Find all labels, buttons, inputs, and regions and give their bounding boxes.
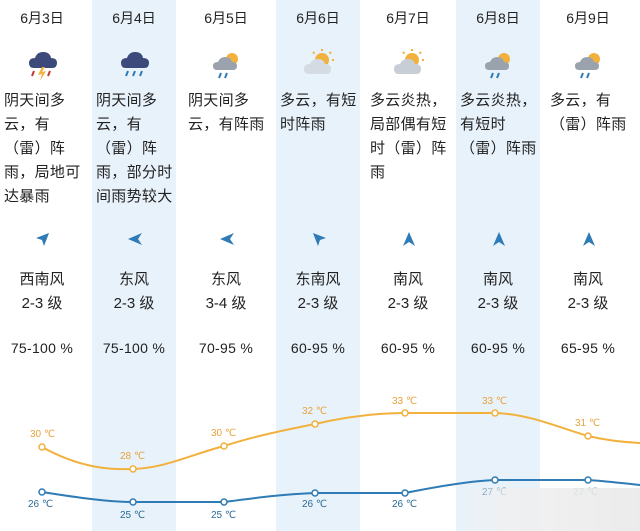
- wind-direction-icon: [313, 233, 326, 246]
- wind-level: 2-3 级: [21, 295, 63, 312]
- rain-cloud-icon: [121, 52, 149, 77]
- wind-level: 2-3 级: [113, 295, 155, 312]
- day-column: 6月8日 多云炎热， 有短时 （雷）阵雨 南风 2-3 级 60-95 %: [456, 0, 540, 531]
- thunderstorm-icon: [29, 52, 57, 81]
- wind-direction-icon: [128, 233, 142, 245]
- wind-direction: 南风: [392, 271, 423, 288]
- wind-direction-icon: [220, 233, 234, 245]
- sun-cloud-rain-icon: [485, 53, 510, 79]
- humidity: 60-95 %: [380, 340, 436, 356]
- wind-info: 东南风 2-3 级: [276, 268, 360, 316]
- day-date: 6月6日: [296, 10, 340, 26]
- wind-info: 南风 2-3 级: [366, 268, 450, 316]
- wind-level: 2-3 级: [387, 295, 429, 312]
- sun-cloud-icon: [304, 49, 334, 74]
- sun-cloud-icon: [394, 49, 424, 74]
- day-date: 6月4日: [112, 10, 156, 26]
- wind-direction: 东风: [210, 271, 241, 288]
- sun-cloud-rain-icon: [213, 53, 238, 79]
- day-column: 6月7日 多云炎热， 局部偶有短 时（雷）阵 雨 南风 2-3 级 60-95 …: [366, 0, 450, 531]
- wind-direction-icon: [403, 232, 415, 246]
- day-column: 6月6日 多云，有短 时阵雨 东南风 2-3 级 60-95 %: [276, 0, 360, 531]
- wind-direction: 东南风: [295, 271, 341, 288]
- wind-level: 3-4 级: [205, 295, 247, 312]
- weather-description: 阴天间多 云，有 （雷）阵 雨，部分时 间雨势较大: [96, 92, 173, 205]
- wind-info: 南风 2-3 级: [456, 268, 540, 316]
- humidity: 65-95 %: [560, 340, 616, 356]
- humidity: 75-100 %: [10, 340, 74, 356]
- humidity: 60-95 %: [290, 340, 346, 356]
- wind-info: 西南风 2-3 级: [0, 268, 84, 316]
- wind-direction: 南风: [482, 271, 513, 288]
- wind-direction-icon: [493, 232, 505, 246]
- weather-description: 多云，有短 时阵雨: [280, 92, 357, 133]
- weather-description: 多云，有 （雷）阵雨: [550, 92, 627, 133]
- watermark-blur: [455, 488, 640, 531]
- day-date: 6月8日: [476, 10, 520, 26]
- day-date: 6月3日: [20, 10, 64, 26]
- wind-info: 东风 2-3 级: [92, 268, 176, 316]
- day-column: 6月5日 阴天间多 云，有阵雨 东风 3-4 级 70-95 %: [184, 0, 268, 531]
- wind-direction: 南风: [572, 271, 603, 288]
- day-date: 6月5日: [204, 10, 248, 26]
- wind-info: 南风 2-3 级: [546, 268, 630, 316]
- day-column: 6月3日 阴天间多 云，有 （雷）阵 雨，局地可 达暴雨 西南风 2-3 级 7…: [0, 0, 84, 531]
- weather-description: 阴天间多 云，有 （雷）阵 雨，局地可 达暴雨: [4, 92, 81, 205]
- wind-level: 2-3 级: [297, 295, 339, 312]
- day-column: 6月9日 多云，有 （雷）阵雨 南风 2-3 级 65-95 %: [546, 0, 630, 531]
- day-date: 6月7日: [386, 10, 430, 26]
- wind-direction: 西南风: [19, 271, 65, 288]
- wind-direction: 东风: [118, 271, 149, 288]
- weather-description: 多云炎热， 局部偶有短 时（雷）阵 雨: [370, 92, 447, 181]
- day-column: 6月4日 阴天间多 云，有 （雷）阵 雨，部分时 间雨势较大 东风 2-3 级 …: [92, 0, 176, 531]
- wind-level: 2-3 级: [477, 295, 519, 312]
- wind-direction-icon: [36, 233, 49, 246]
- humidity: 60-95 %: [470, 340, 526, 356]
- sun-cloud-rain-icon: [575, 53, 600, 79]
- humidity: 75-100 %: [102, 340, 166, 356]
- wind-info: 东风 3-4 级: [184, 268, 268, 316]
- wind-level: 2-3 级: [567, 295, 609, 312]
- weather-description: 多云炎热， 有短时 （雷）阵雨: [460, 92, 537, 157]
- humidity: 70-95 %: [198, 340, 254, 356]
- weather-description: 阴天间多 云，有阵雨: [188, 92, 265, 133]
- day-date: 6月9日: [566, 10, 610, 26]
- wind-direction-icon: [583, 232, 595, 246]
